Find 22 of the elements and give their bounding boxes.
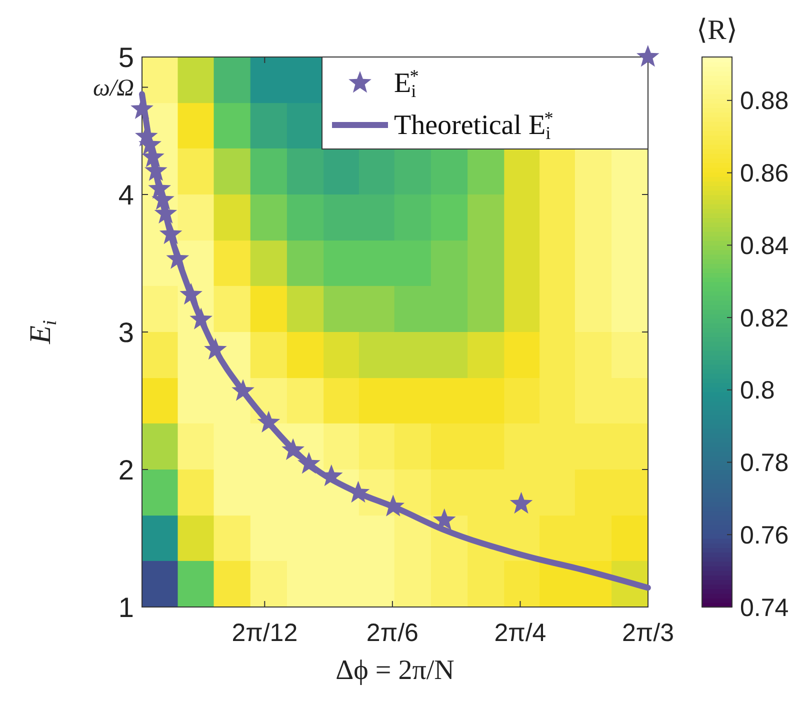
- color-bar-title: ⟨R⟩: [696, 15, 738, 46]
- color-bar-label: 0.78: [740, 449, 789, 478]
- x-axis-title: Δϕ = 2π/N: [336, 655, 454, 686]
- color-bar-label: 0.84: [740, 232, 789, 260]
- color-bar-label: 0.86: [740, 160, 789, 188]
- y-tick-label: 3: [118, 316, 134, 348]
- x-tick-label: 2π/6: [366, 619, 418, 647]
- color-bar-label: 0.76: [740, 521, 789, 550]
- y-tick-label: 4: [118, 179, 134, 210]
- color-bar-label: 0.74: [740, 594, 789, 622]
- x-tick-label: 2π/3: [622, 619, 674, 647]
- y-tick-label: ω/Ω: [93, 76, 134, 102]
- color-bar-label: 0.8: [740, 376, 775, 405]
- point: [636, 45, 660, 67]
- x-tick-label: 2π/4: [494, 619, 546, 647]
- x-tick-label: 2π/12: [232, 619, 298, 647]
- point: [432, 508, 456, 530]
- y-tick-label: 1: [118, 592, 134, 623]
- y-tick-label: 2: [118, 454, 134, 486]
- y-tick-label: 5: [118, 42, 134, 73]
- color-bar-label: 0.82: [740, 304, 789, 332]
- color-bar-label: 0.88: [740, 87, 789, 116]
